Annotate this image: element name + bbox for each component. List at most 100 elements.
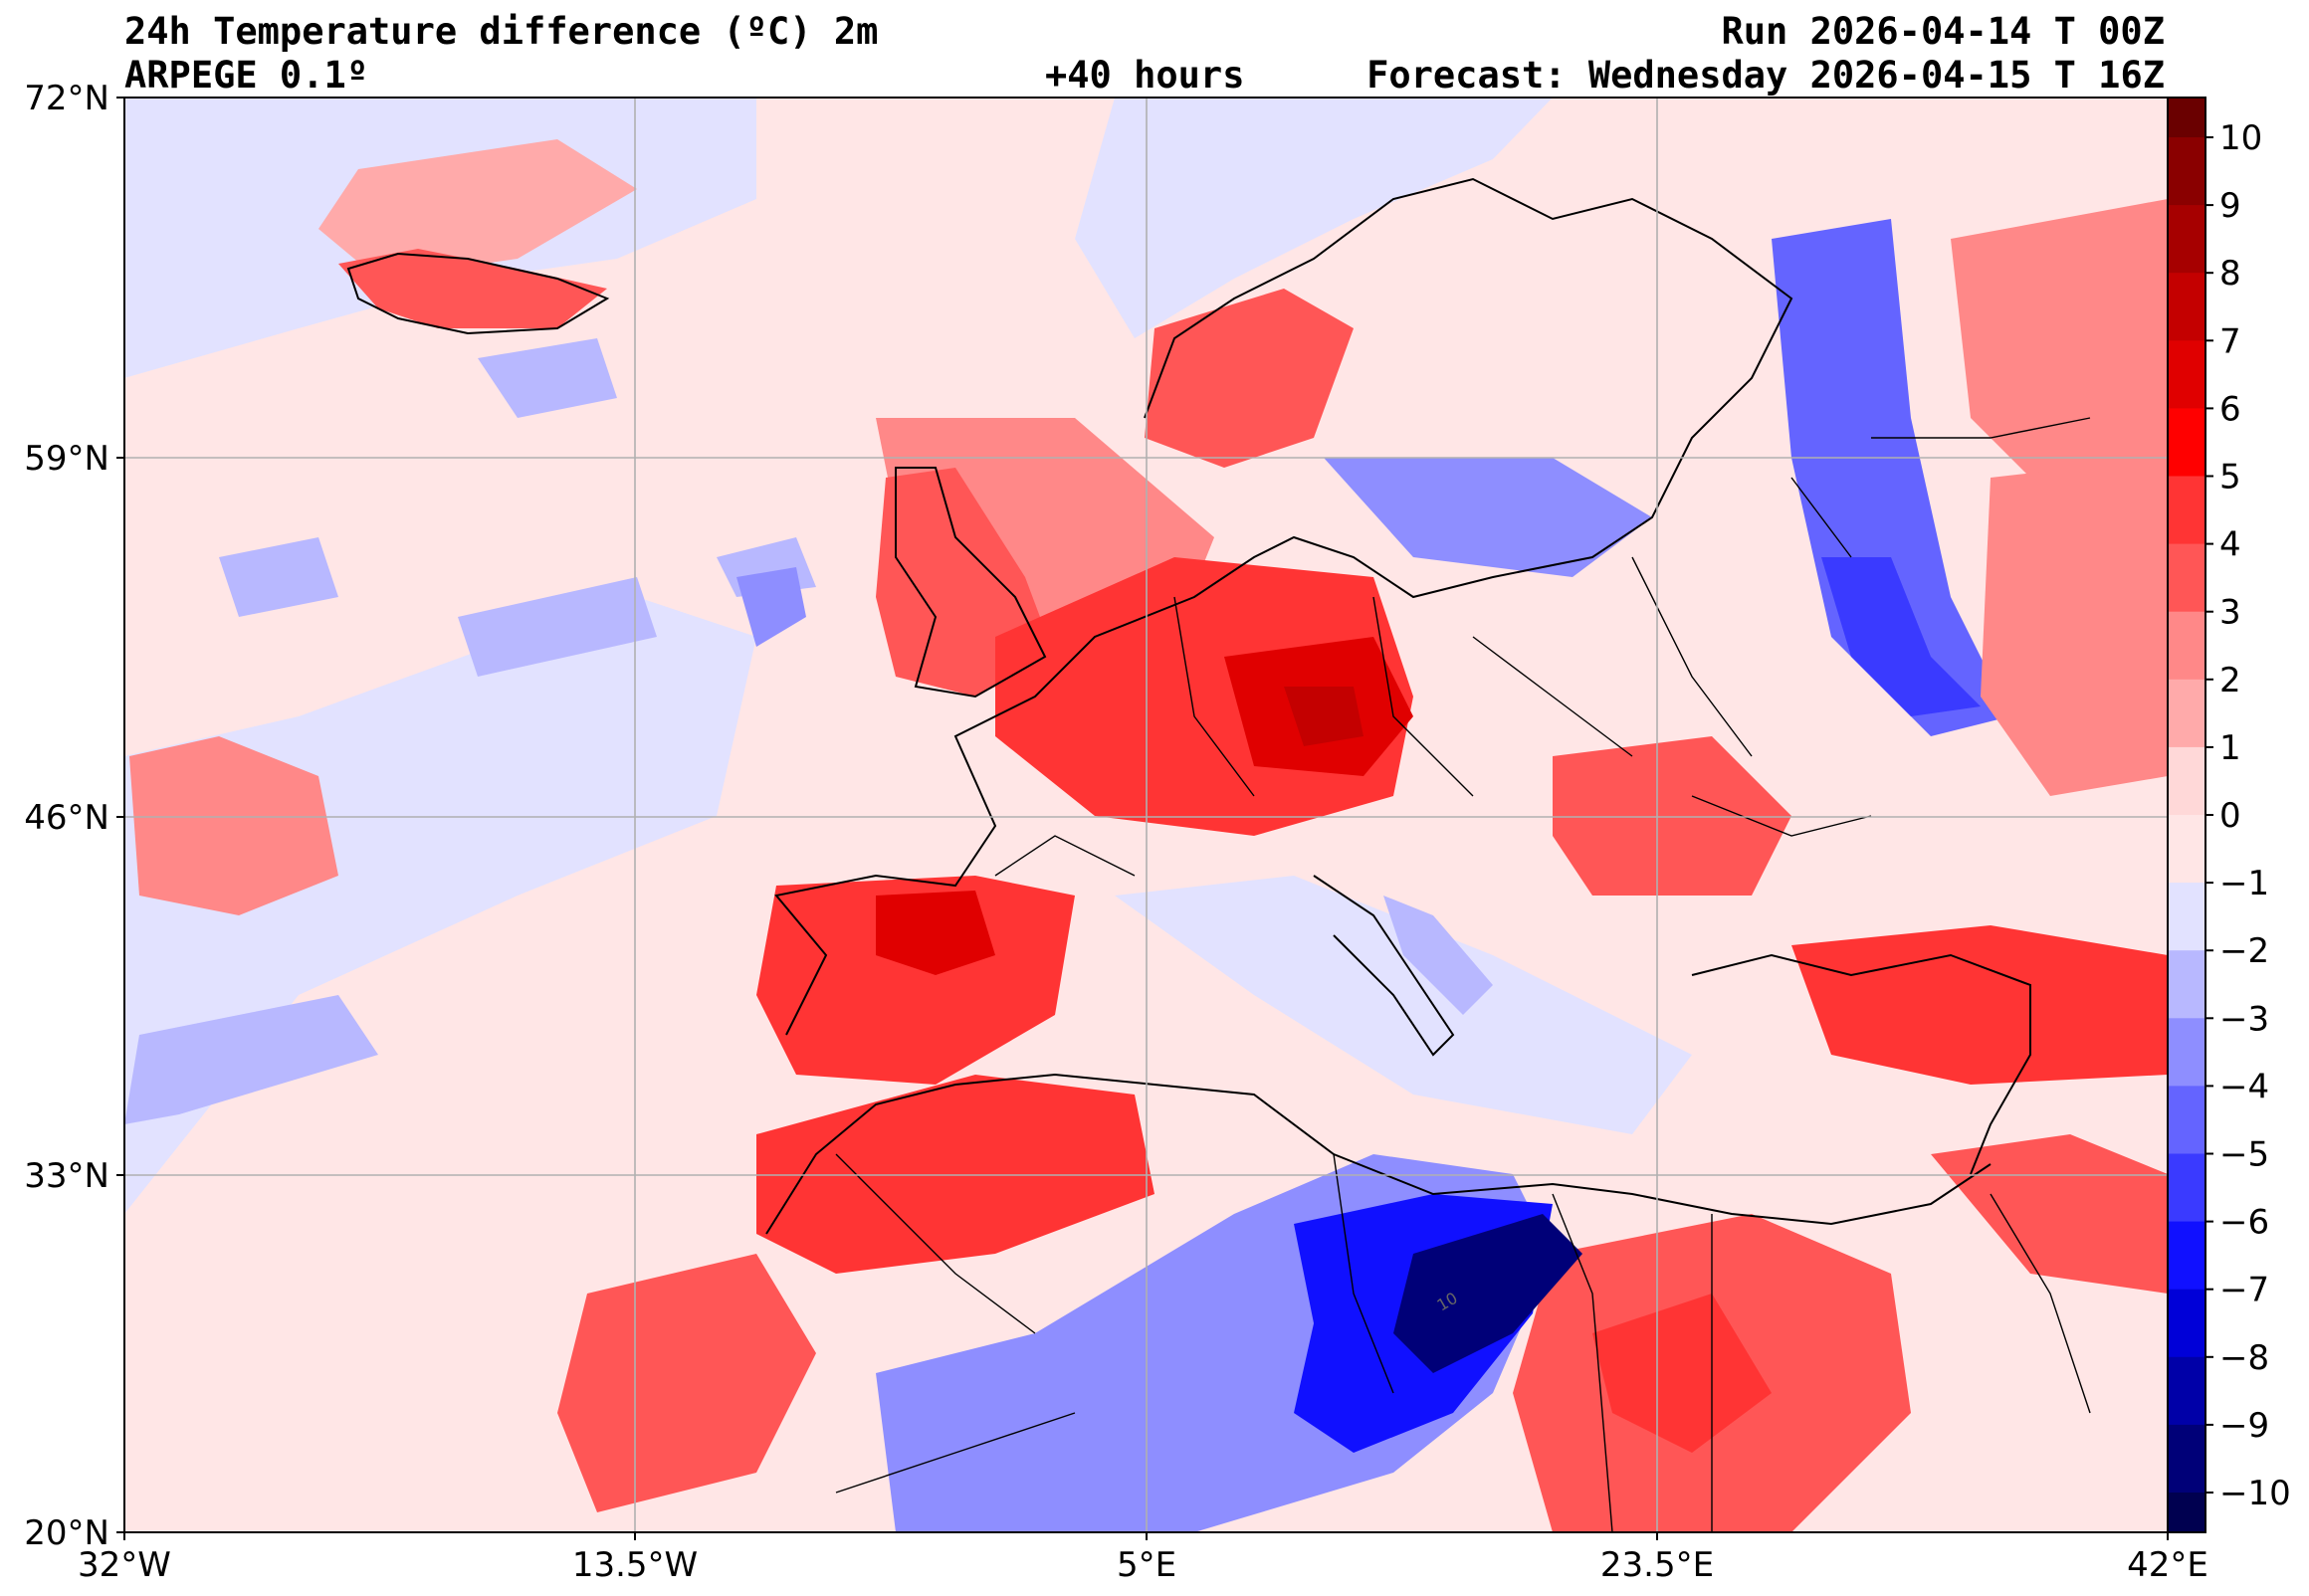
colorbar-tick-label: 2 (2219, 661, 2241, 700)
colorbar-tick-label: 1 (2219, 728, 2241, 768)
lat-labels: 72°N 59°N 46°N 33°N 20°N (24, 79, 109, 1553)
lon-label: 23.5°E (1600, 1545, 1714, 1585)
cool-region-adriatic (1383, 896, 1493, 1015)
coastline-east-med (1691, 953, 2031, 1175)
cool-blob-2 (458, 577, 657, 677)
colorbar-segment (2168, 746, 2205, 816)
lon-label: 5°E (1117, 1545, 1176, 1585)
colorbar-segment (2168, 950, 2205, 1019)
colorbar-segment (2168, 1221, 2205, 1291)
hot-core-germany-inner (1284, 687, 1364, 746)
cold-core-inner (1393, 1214, 1582, 1373)
colorbar-tick-label: −3 (2219, 999, 2269, 1039)
colorbar-segment (2168, 679, 2205, 748)
chart-title: 24h Temperature difference (ºC) 2m (124, 10, 879, 53)
colorbar-segment (2168, 1153, 2205, 1223)
colorbar-segment (2168, 1493, 2205, 1533)
colorbar-tick-label: −1 (2219, 864, 2269, 903)
cool-blob-1 (478, 338, 617, 418)
colorbar-tick-label: −4 (2219, 1067, 2269, 1106)
colorbar-segment (2168, 340, 2205, 409)
warm-region-iceland (338, 249, 607, 328)
colorbar-segment (2168, 137, 2205, 206)
coastline-europe (774, 177, 1793, 1036)
warm-region-russia-northeast (1951, 199, 2168, 498)
graticule (124, 98, 2168, 1532)
colorbar-tick-label: 3 (2219, 593, 2241, 633)
colorbar-segment (2168, 883, 2205, 951)
colorbar-tick-label: 4 (2219, 525, 2241, 565)
cool-region-russia-east (1772, 219, 2010, 736)
colorbar-tick-label: −2 (2219, 931, 2269, 971)
lon-label: 32°W (78, 1545, 171, 1585)
cool-region-mediterranean (1115, 876, 1692, 1134)
colorbar-tick-label: 10 (2219, 118, 2262, 158)
colorbar-segment (2168, 611, 2205, 681)
colorbar-tick-label: −9 (2219, 1406, 2269, 1446)
warm-region-west-atlantic (129, 736, 338, 915)
warm-region-morocco (756, 1075, 1154, 1274)
colorbar-tick-label: −6 (2219, 1203, 2269, 1243)
cool-region-central-atlantic (124, 597, 756, 1214)
colorbar-tick-label: 9 (2219, 186, 2241, 226)
colorbar-tick-label: 6 (2219, 389, 2241, 429)
colorbar-segment (2168, 1289, 2205, 1358)
colorbar-segment (2168, 815, 2205, 884)
coastline-italy (1313, 875, 1455, 1057)
warm-region-east-europe (1981, 458, 2168, 796)
lon-label: 42°E (2127, 1545, 2208, 1585)
cool-region-ireland (736, 567, 806, 647)
warm-region-iberia (756, 876, 1075, 1085)
colorbar-segment (2168, 408, 2205, 477)
colorbar-segment (2168, 1086, 2205, 1154)
colorbar-tick-label: 5 (2219, 458, 2241, 498)
lon-labels: 32°W 13.5°W 5°E 23.5°E 42°E (78, 1545, 2208, 1585)
lon-ticks (123, 1532, 2169, 1540)
colorbar (2167, 97, 2206, 1533)
cool-blob-3 (219, 537, 338, 617)
lat-label: 33°N (24, 1156, 109, 1196)
hot-core-libya (1592, 1294, 1772, 1453)
lat-label: 72°N (24, 79, 109, 118)
colorbar-segment (2168, 476, 2205, 545)
run-label: Run 2026-04-14 T 00Z (1721, 10, 2165, 53)
lat-label: 59°N (24, 439, 109, 479)
model-label: ARPEGE 0.1º (124, 54, 369, 97)
warm-region-west-sahara (557, 1254, 816, 1512)
colorbar-tick-label: 0 (2219, 796, 2241, 836)
coastline-britain (895, 467, 1047, 698)
lat-ticks (116, 97, 124, 1533)
cool-core-russia (1821, 557, 1981, 716)
cool-region-norwegian-sea (1075, 98, 1553, 338)
warm-region-levant (1931, 1134, 2168, 1294)
country-borders (835, 417, 2091, 1532)
colorbar-tick-label: 8 (2219, 254, 2241, 294)
colorbar-segment (2168, 1424, 2205, 1494)
coastline-iceland (346, 252, 610, 335)
colorbar-tick-label: −8 (2219, 1338, 2269, 1378)
colorbar-segment (2168, 543, 2205, 613)
colorbar-segment (2168, 1018, 2205, 1087)
lat-label: 46°N (24, 798, 109, 838)
lead-time-label: +40 hours (1045, 54, 1245, 97)
colorbar-segment (2168, 205, 2205, 274)
warm-region-turkey (1791, 925, 2168, 1085)
warm-region-balkans (1553, 736, 1791, 896)
lat-label: 20°N (24, 1513, 109, 1553)
forecast-label: Forecast: Wednesday 2026-04-15 T 16Z (1366, 54, 2165, 97)
warm-region-norway (1145, 289, 1354, 468)
warm-region-north-atlantic (318, 139, 637, 279)
lon-label: 13.5°W (572, 1545, 698, 1585)
colorbar-segment (2168, 273, 2205, 341)
colorbar-segment (2168, 98, 2205, 138)
colorbar-tick-label: −7 (2219, 1271, 2269, 1310)
cool-blob-4 (124, 995, 378, 1124)
colorbar-segment (2168, 1356, 2205, 1426)
hot-core-iberia (876, 891, 995, 975)
colorbar-tick-label: −5 (2219, 1135, 2269, 1175)
colorbar-tick-label: −10 (2219, 1474, 2291, 1513)
cool-region-baltic (1324, 458, 1652, 577)
colorbar-tick-label: 7 (2219, 321, 2241, 361)
